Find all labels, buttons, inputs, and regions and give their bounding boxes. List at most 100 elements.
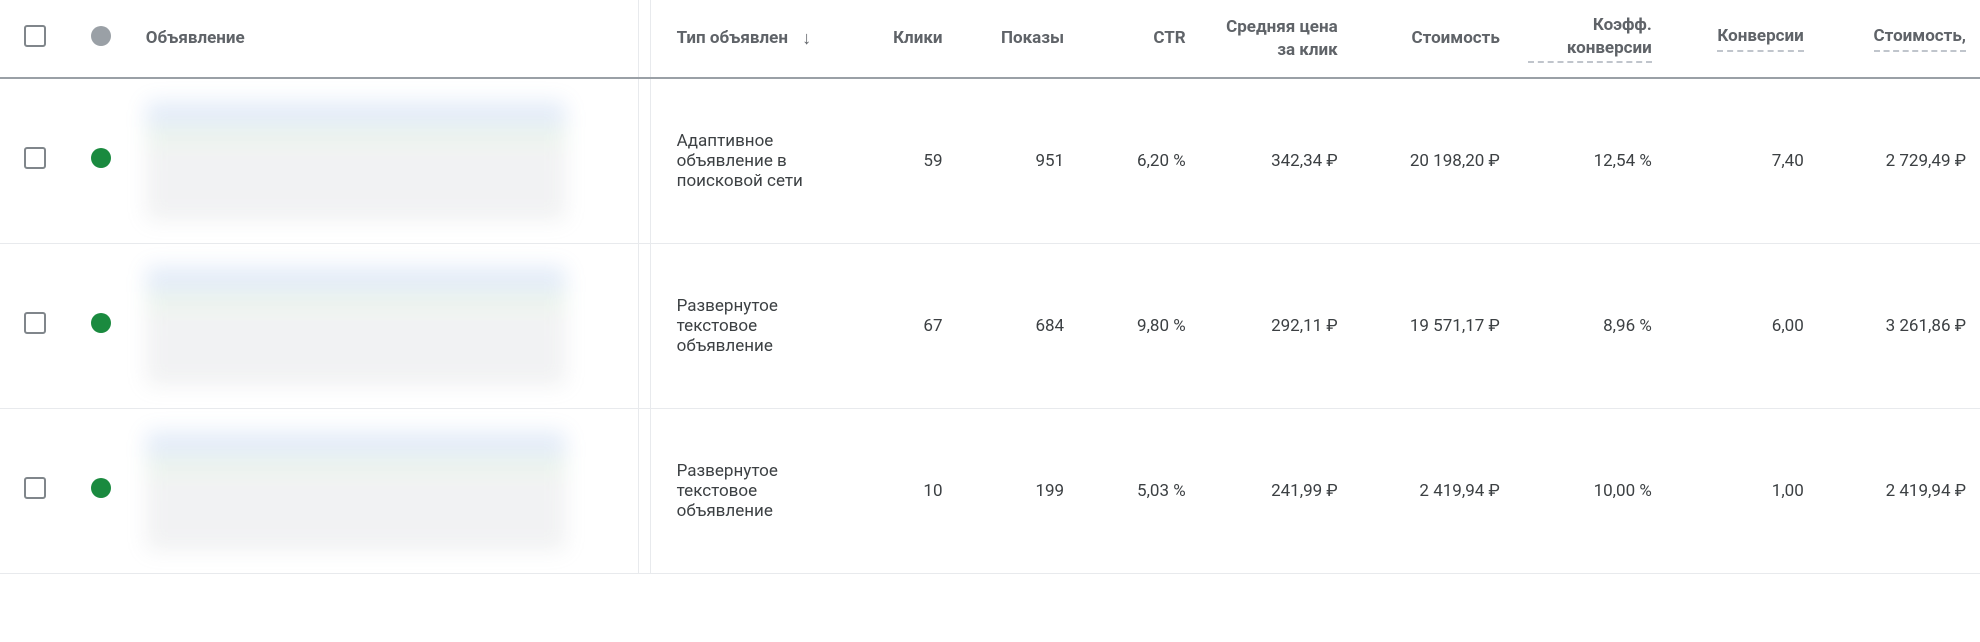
ad-preview-blurred bbox=[146, 266, 566, 386]
cost-value: 20 198,20 ₽ bbox=[1410, 151, 1500, 171]
ad-type-cell: Адаптивное объявление в поисковой сети bbox=[663, 78, 835, 243]
clicks-value: 67 bbox=[923, 316, 942, 336]
ad-cell[interactable] bbox=[132, 408, 639, 573]
clicks-header-label: Клики bbox=[893, 27, 942, 49]
clicks-value: 59 bbox=[923, 151, 942, 171]
avg-cpc-header[interactable]: Средняя цена за клик bbox=[1200, 0, 1352, 78]
ad-type-value: Развернутое текстовое объявление bbox=[677, 461, 778, 521]
cost-per-conv-value: 2 419,94 ₽ bbox=[1886, 481, 1966, 501]
status-filter-icon[interactable] bbox=[91, 26, 111, 46]
table-row[interactable]: Развернутое текстовое объявление 10 199 … bbox=[0, 408, 1980, 573]
impressions-value: 199 bbox=[1035, 481, 1064, 501]
spacer-cell bbox=[638, 243, 650, 408]
clicks-cell: 67 bbox=[835, 243, 957, 408]
select-all-header[interactable] bbox=[0, 0, 71, 78]
status-dot-icon bbox=[91, 313, 111, 333]
conversions-header[interactable]: Конверсии bbox=[1666, 0, 1818, 78]
ad-type-cell: Развернутое текстовое объявление bbox=[663, 243, 835, 408]
ad-type-cell: Развернутое текстовое объявление bbox=[663, 408, 835, 573]
table-header-row: Объявление Тип объявлен ↓ Клики Показы C… bbox=[0, 0, 1980, 78]
cost-header[interactable]: Стоимость bbox=[1352, 0, 1514, 78]
ad-type-value: Адаптивное объявление в поисковой сети bbox=[677, 131, 803, 191]
status-header[interactable] bbox=[71, 0, 132, 78]
impressions-value: 951 bbox=[1035, 151, 1064, 171]
cost-value: 19 571,17 ₽ bbox=[1410, 316, 1500, 336]
cost-per-conv-value: 3 261,86 ₽ bbox=[1886, 316, 1966, 336]
spacer-cell bbox=[651, 243, 663, 408]
cost-per-conv-header[interactable]: Стоимость, bbox=[1818, 0, 1980, 78]
avg-cpc-value: 342,34 ₽ bbox=[1271, 151, 1338, 171]
row-checkbox-cell[interactable] bbox=[0, 78, 71, 243]
row-checkbox-cell[interactable] bbox=[0, 408, 71, 573]
impressions-value: 684 bbox=[1035, 316, 1064, 336]
spacer-header bbox=[638, 0, 650, 78]
conversions-value: 7,40 bbox=[1772, 151, 1804, 171]
impressions-header-label: Показы bbox=[1001, 27, 1064, 49]
ctr-value: 5,03 % bbox=[1137, 481, 1186, 501]
avg-cpc-cell: 342,34 ₽ bbox=[1200, 78, 1352, 243]
row-status-cell bbox=[71, 78, 132, 243]
conv-rate-cell: 12,54 % bbox=[1514, 78, 1666, 243]
ad-preview-blurred bbox=[146, 431, 566, 551]
cost-per-conv-header-label: Стоимость, bbox=[1874, 25, 1966, 51]
cost-cell: 19 571,17 ₽ bbox=[1352, 243, 1514, 408]
avg-cpc-cell: 292,11 ₽ bbox=[1200, 243, 1352, 408]
cost-per-conv-cell: 2 419,94 ₽ bbox=[1818, 408, 1980, 573]
ctr-header[interactable]: CTR bbox=[1078, 0, 1200, 78]
status-dot-icon bbox=[91, 148, 111, 168]
ad-cell[interactable] bbox=[132, 243, 639, 408]
avg-cpc-value: 241,99 ₽ bbox=[1271, 481, 1338, 501]
ctr-cell: 6,20 % bbox=[1078, 78, 1200, 243]
row-checkbox-cell[interactable] bbox=[0, 243, 71, 408]
cost-per-conv-value: 2 729,49 ₽ bbox=[1886, 151, 1966, 171]
row-checkbox[interactable] bbox=[24, 312, 46, 334]
avg-cpc-header-label: Средняя цена за клик bbox=[1214, 16, 1338, 60]
cost-value: 2 419,94 ₽ bbox=[1419, 481, 1499, 501]
ctr-value: 6,20 % bbox=[1137, 151, 1186, 171]
spacer-cell bbox=[638, 78, 650, 243]
avg-cpc-value: 292,11 ₽ bbox=[1271, 316, 1338, 336]
row-checkbox[interactable] bbox=[24, 477, 46, 499]
table-row[interactable]: Адаптивное объявление в поисковой сети 5… bbox=[0, 78, 1980, 243]
select-all-checkbox[interactable] bbox=[24, 25, 46, 47]
conversions-value: 6,00 bbox=[1772, 316, 1804, 336]
impressions-cell: 199 bbox=[957, 408, 1079, 573]
spacer-cell bbox=[651, 78, 663, 243]
conversions-value: 1,00 bbox=[1772, 481, 1804, 501]
conv-rate-header[interactable]: Коэфф. конверсии bbox=[1514, 0, 1666, 78]
conv-rate-cell: 8,96 % bbox=[1514, 243, 1666, 408]
conv-rate-value: 10,00 % bbox=[1594, 481, 1652, 501]
status-dot-icon bbox=[91, 478, 111, 498]
ctr-cell: 5,03 % bbox=[1078, 408, 1200, 573]
conversions-cell: 1,00 bbox=[1666, 408, 1818, 573]
cost-per-conv-cell: 3 261,86 ₽ bbox=[1818, 243, 1980, 408]
conv-rate-header-label: Коэфф. конверсии bbox=[1528, 14, 1652, 62]
ad-type-value: Развернутое текстовое объявление bbox=[677, 296, 778, 356]
ad-cell[interactable] bbox=[132, 78, 639, 243]
conv-rate-value: 8,96 % bbox=[1603, 316, 1652, 336]
clicks-cell: 59 bbox=[835, 78, 957, 243]
conversions-header-label: Конверсии bbox=[1717, 25, 1803, 51]
ctr-header-label: CTR bbox=[1153, 27, 1185, 49]
ctr-cell: 9,80 % bbox=[1078, 243, 1200, 408]
conversions-cell: 6,00 bbox=[1666, 243, 1818, 408]
conv-rate-value: 12,54 % bbox=[1594, 151, 1652, 171]
spacer-cell bbox=[638, 408, 650, 573]
ad-type-header-label: Тип объявлен bbox=[677, 27, 788, 49]
row-checkbox[interactable] bbox=[24, 147, 46, 169]
impressions-header[interactable]: Показы bbox=[957, 0, 1079, 78]
ad-preview-blurred bbox=[146, 101, 566, 221]
sort-arrow-icon: ↓ bbox=[802, 28, 811, 49]
ad-header[interactable]: Объявление bbox=[132, 0, 639, 78]
cost-cell: 20 198,20 ₽ bbox=[1352, 78, 1514, 243]
table-row[interactable]: Развернутое текстовое объявление 67 684 … bbox=[0, 243, 1980, 408]
conv-rate-cell: 10,00 % bbox=[1514, 408, 1666, 573]
row-status-cell bbox=[71, 408, 132, 573]
cost-header-label: Стоимость bbox=[1412, 27, 1500, 49]
row-status-cell bbox=[71, 243, 132, 408]
spacer-cell bbox=[651, 408, 663, 573]
cost-cell: 2 419,94 ₽ bbox=[1352, 408, 1514, 573]
clicks-header[interactable]: Клики bbox=[835, 0, 957, 78]
spacer-header bbox=[651, 0, 663, 78]
ad-type-header[interactable]: Тип объявлен ↓ bbox=[663, 0, 835, 78]
